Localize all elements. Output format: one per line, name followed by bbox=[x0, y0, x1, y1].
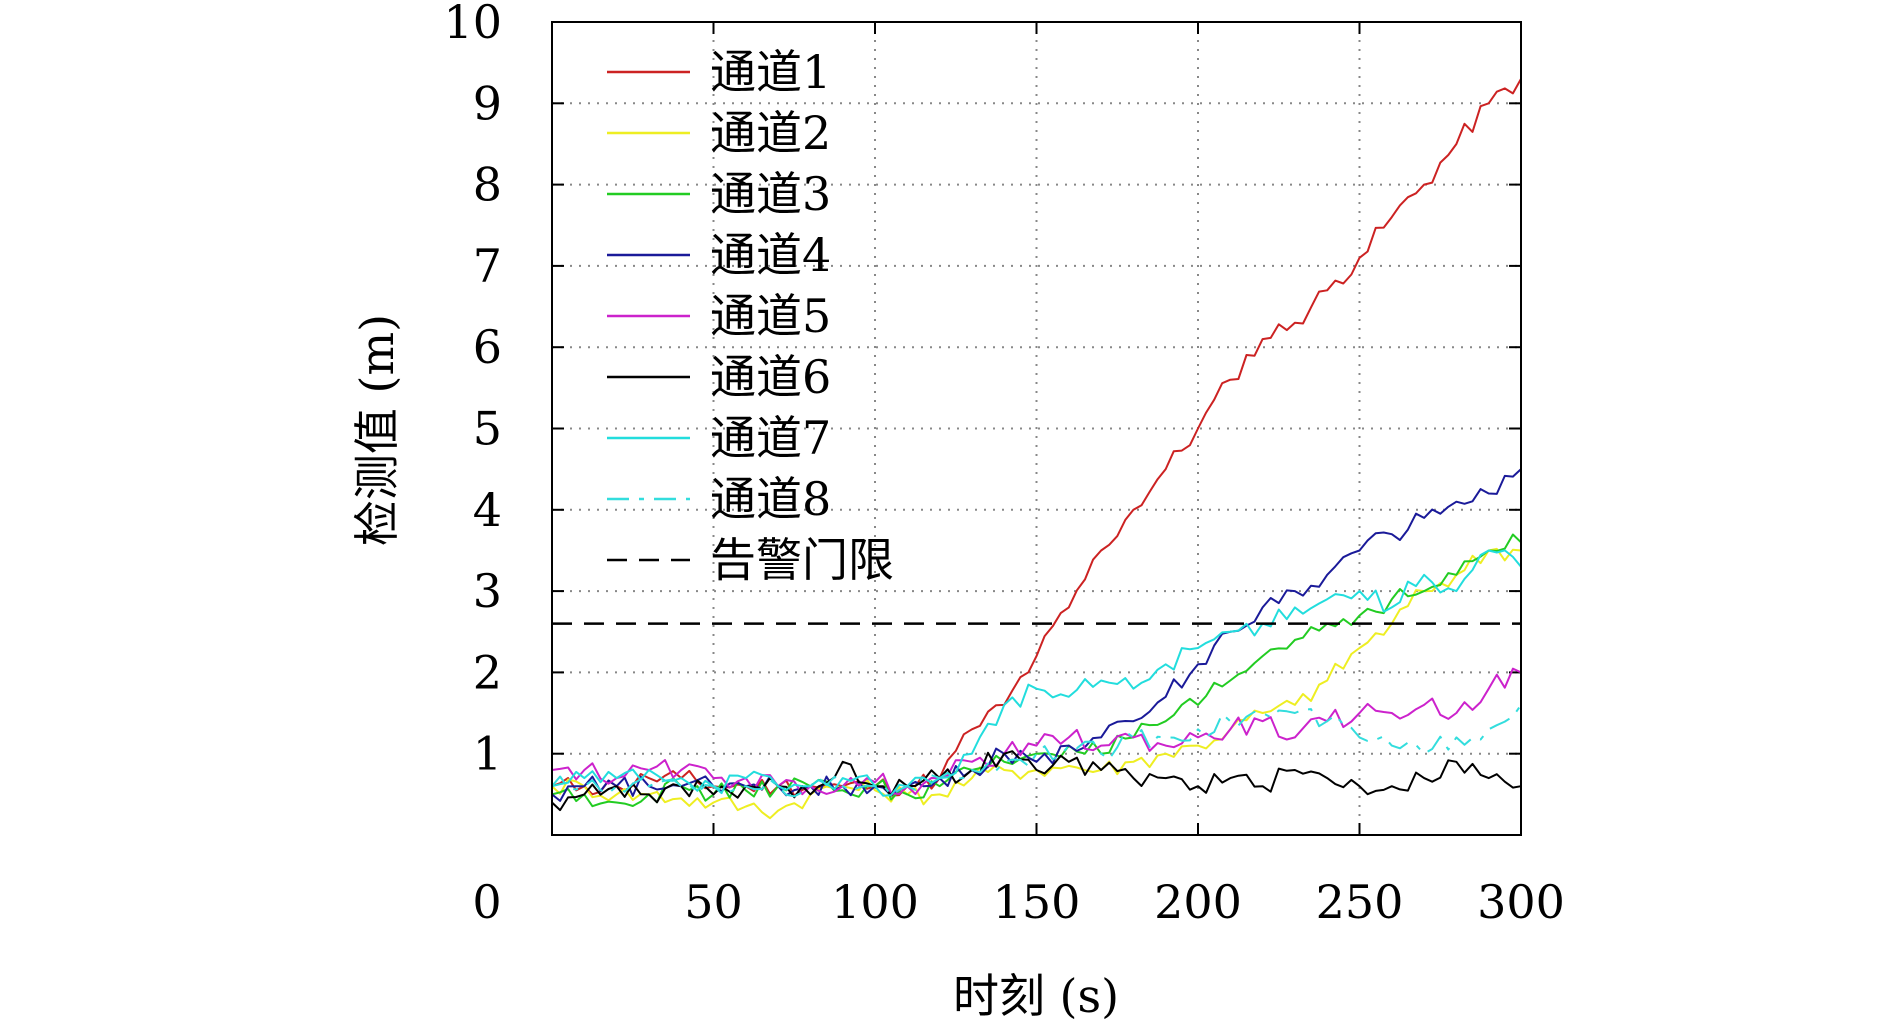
y-tick-labels: 1 2 3 4 5 6 7 8 9 10 bbox=[443, 0, 502, 781]
legend-label: 通道7 bbox=[710, 411, 831, 465]
series-line-8 bbox=[551, 704, 1522, 798]
x-tick-label: 50 bbox=[684, 875, 743, 929]
x-tick-label: 100 bbox=[831, 875, 919, 929]
y-tick-label: 5 bbox=[473, 402, 502, 456]
x-tick-label: 250 bbox=[1316, 875, 1404, 929]
y-tick-label: 4 bbox=[473, 483, 502, 537]
legend-label: 通道4 bbox=[710, 228, 831, 282]
y-tick-label: 9 bbox=[473, 76, 502, 130]
plot-frame bbox=[551, 21, 1522, 836]
x-tick-label: 300 bbox=[1477, 875, 1565, 929]
legend-label: 告警门限 bbox=[710, 533, 894, 587]
legend-label: 通道6 bbox=[710, 350, 831, 404]
series-line-5 bbox=[551, 667, 1522, 796]
y-axis-title: 检测值 (m) bbox=[350, 314, 404, 546]
x-axis-title: 时刻 (s) bbox=[953, 969, 1119, 1023]
series-line-6 bbox=[551, 750, 1522, 812]
series-lines bbox=[551, 78, 1522, 820]
y-tick-label: 10 bbox=[443, 0, 502, 49]
y-tick-label: 2 bbox=[473, 645, 502, 699]
y-tick-label: 7 bbox=[473, 239, 502, 293]
x-tick-labels: 0 50 100 150 200 250 300 bbox=[472, 875, 1565, 929]
y-tick-label: 8 bbox=[473, 158, 502, 212]
y-tick-label: 3 bbox=[473, 564, 502, 618]
legend-label: 通道3 bbox=[710, 167, 831, 221]
y-tick-label: 6 bbox=[473, 320, 502, 374]
legend-label: 通道1 bbox=[710, 45, 831, 99]
legend: 通道1 通道2 通道3 通道4 通道5 通道6 通道7 通道8 告警门限 bbox=[607, 45, 894, 587]
y-tick-label: 1 bbox=[473, 727, 502, 781]
x-tick-label: 0 bbox=[472, 875, 501, 929]
x-tick-label: 150 bbox=[993, 875, 1081, 929]
x-tick-label: 200 bbox=[1154, 875, 1242, 929]
legend-label: 通道2 bbox=[710, 106, 831, 160]
legend-label: 通道8 bbox=[710, 472, 831, 526]
legend-label: 通道5 bbox=[710, 289, 831, 343]
